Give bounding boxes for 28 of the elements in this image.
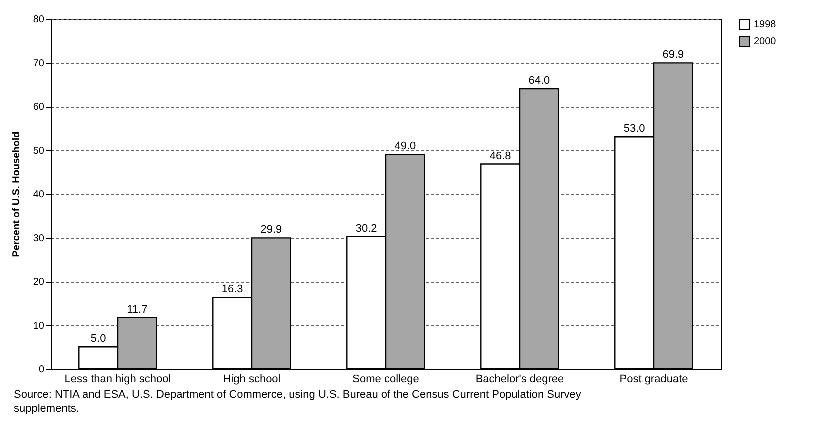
- y-tick-label: 50: [33, 146, 45, 157]
- data-label: 49.0: [394, 140, 416, 153]
- data-label: 5.0: [90, 333, 106, 346]
- y-tick-label: 40: [33, 190, 45, 200]
- x-tick-label: Post graduate: [620, 374, 688, 386]
- legend-label: 1998: [754, 20, 777, 30]
- source-note: Source: NTIA and ESA, U.S. Department of Commerce, using U.S. Bureau of the Census Current Population Survey supplements.: [14, 388, 582, 416]
- x-tick-label: High school: [223, 374, 281, 386]
- legend-label: 2000: [754, 36, 777, 48]
- x-tick-label: Less than high school: [64, 374, 172, 386]
- x-tick-label: Some college: [352, 374, 420, 386]
- data-label: 69.9: [662, 49, 684, 62]
- y-tick-label: 20: [33, 277, 45, 288]
- y-axis-title: Percent of U.S. Household: [11, 132, 22, 258]
- x-tick-label: Bachelor's degree: [476, 374, 564, 386]
- data-label: 29.9: [260, 224, 282, 236]
- y-tick-label: 80: [33, 14, 45, 26]
- y-tick-label: 0: [38, 364, 45, 376]
- y-tick-label: 10: [33, 320, 45, 332]
- data-label: 16.3: [222, 284, 244, 296]
- data-label: 46.8: [490, 150, 512, 162]
- data-label: 30.2: [356, 222, 378, 235]
- data-label: 11.7: [127, 304, 148, 316]
- y-tick-label: 70: [33, 58, 45, 70]
- data-label: 64.0: [528, 75, 550, 87]
- y-tick-label: 60: [33, 102, 45, 113]
- y-tick-label: 30: [33, 233, 45, 244]
- data-label: 53.0: [624, 123, 646, 136]
